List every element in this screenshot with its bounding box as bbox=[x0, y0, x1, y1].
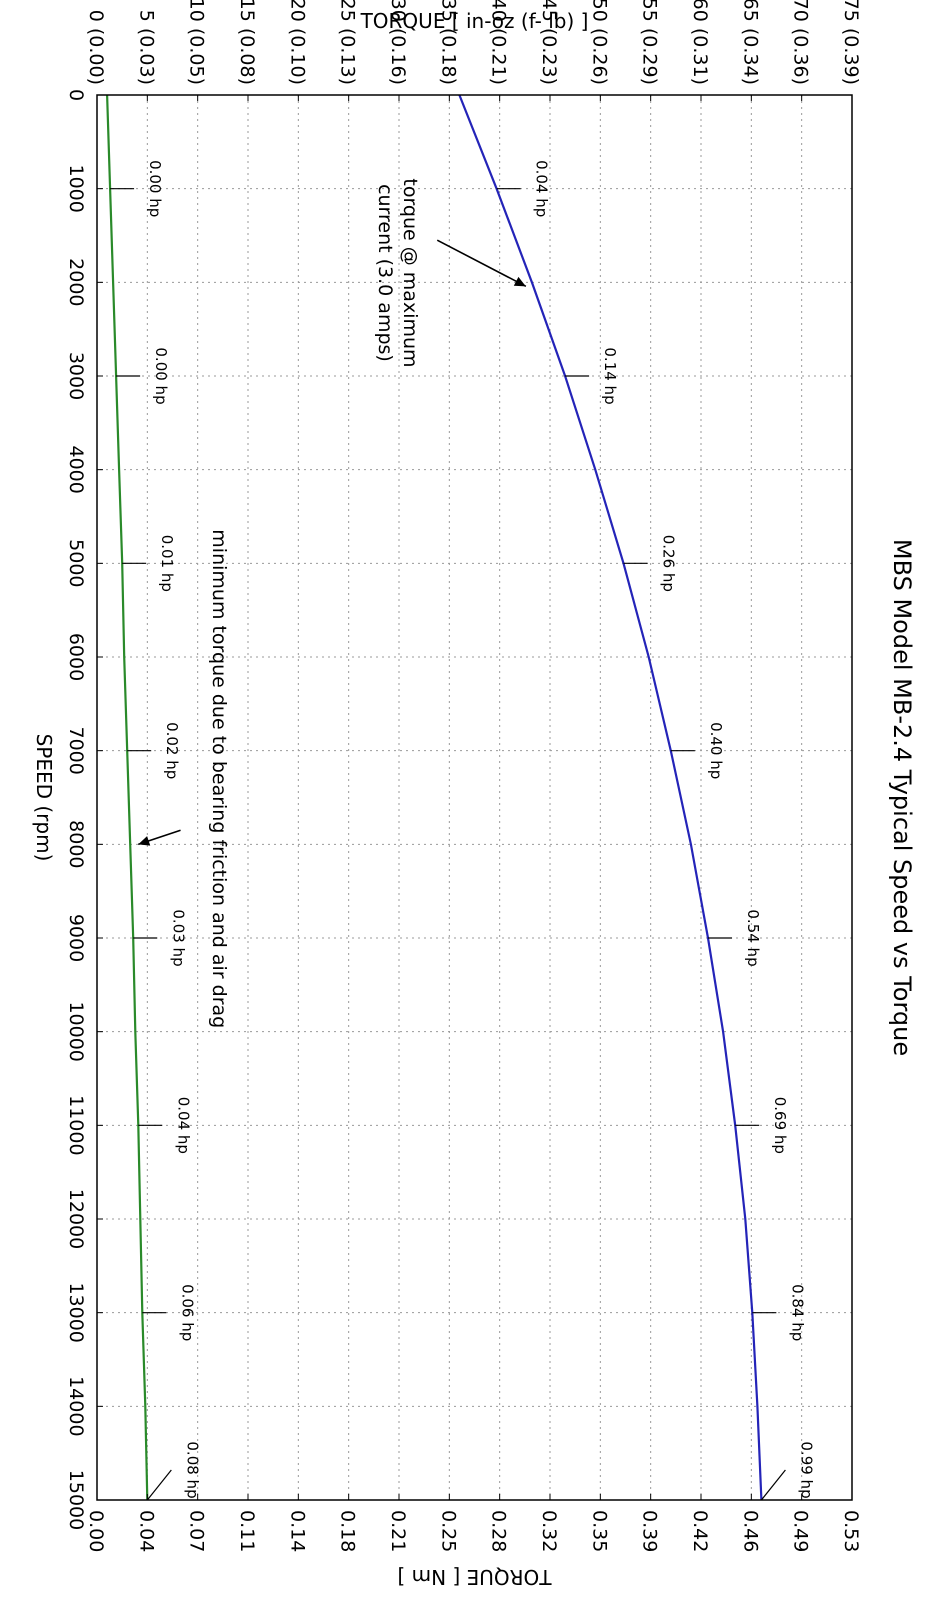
y-tick-label: 10 (0.05) bbox=[186, 0, 208, 85]
y-tick-label: 0 (0.00) bbox=[85, 10, 107, 85]
x-tick-label: 7000 bbox=[65, 726, 87, 774]
y2-tick-label: 0.18 bbox=[337, 1510, 359, 1552]
x-tick-label: 15000 bbox=[65, 1470, 87, 1530]
x-tick-label: 5000 bbox=[65, 539, 87, 587]
y2-axis-label: TORQUE [ Nm ] bbox=[398, 1565, 553, 1589]
hp-label: 0.84 hp bbox=[788, 1284, 806, 1341]
annotation-min-torque: minimum torque due to bearing friction a… bbox=[208, 529, 230, 1028]
plot-frame bbox=[96, 94, 853, 1501]
y2-tick-label: 0.00 bbox=[85, 1510, 107, 1552]
y-tick-label: 5 (0.03) bbox=[135, 10, 157, 85]
hp-label: 0.99 hp bbox=[797, 1441, 815, 1498]
y-tick-label: 30 (0.16) bbox=[387, 0, 409, 85]
hp-label: 0.14 hp bbox=[601, 347, 619, 404]
y2-tick-label: 0.53 bbox=[840, 1510, 862, 1552]
y2-tick-label: 0.25 bbox=[437, 1510, 459, 1552]
y2-tick-label: 0.14 bbox=[286, 1510, 308, 1552]
annotation-max-current: torque @ maximum bbox=[399, 178, 421, 367]
x-tick-label: 10000 bbox=[65, 1001, 87, 1061]
hp-label: 0.04 hp bbox=[533, 160, 551, 217]
x-tick-label: 11000 bbox=[65, 1095, 87, 1155]
y2-tick-label: 0.11 bbox=[236, 1510, 258, 1552]
hp-label: 0.04 hp bbox=[174, 1097, 192, 1154]
y-tick-label: 70 (0.36) bbox=[790, 0, 812, 85]
annotation-arrow-max-current bbox=[436, 239, 527, 288]
y2-tick-label: 0.46 bbox=[739, 1510, 761, 1552]
y-axis-label: TORQUE [ in-oz (f- lb) ] bbox=[360, 9, 589, 33]
x-tick-label: 12000 bbox=[65, 1189, 87, 1249]
x-tick-label: 1000 bbox=[65, 164, 87, 212]
y-tick-label: 45 (0.23) bbox=[538, 0, 560, 85]
hp-label: 0.02 hp bbox=[163, 722, 181, 779]
hp-label: 0.69 hp bbox=[771, 1097, 789, 1154]
y-tick-label: 15 (0.08) bbox=[236, 0, 258, 85]
y2-tick-label: 0.28 bbox=[488, 1510, 510, 1552]
x-tick-label: 8000 bbox=[65, 820, 87, 868]
x-tick-label: 0 bbox=[65, 89, 87, 101]
hp-label: 0.06 hp bbox=[178, 1284, 196, 1341]
y2-tick-label: 0.35 bbox=[588, 1510, 610, 1552]
x-tick-label: 3000 bbox=[65, 352, 87, 400]
y-tick-label: 60 (0.31) bbox=[689, 0, 711, 85]
hp-leader bbox=[760, 1469, 786, 1501]
y-tick-label: 25 (0.13) bbox=[337, 0, 359, 85]
y-tick-label: 35 (0.18) bbox=[437, 0, 459, 85]
x-tick-label: 2000 bbox=[65, 258, 87, 306]
hp-label: 0.03 hp bbox=[169, 909, 187, 966]
y-tick-label: 55 (0.29) bbox=[639, 0, 661, 85]
y-tick-label: 50 (0.26) bbox=[588, 0, 610, 85]
y-tick-label: 65 (0.34) bbox=[739, 0, 761, 85]
y-tick-label: 75 (0.39) bbox=[840, 0, 862, 85]
x-tick-label: 4000 bbox=[65, 445, 87, 493]
y2-tick-label: 0.42 bbox=[689, 1510, 711, 1552]
y-tick-label: 20 (0.10) bbox=[286, 0, 308, 85]
annotation-arrow-max-current-head bbox=[513, 276, 526, 287]
hp-label: 0.00 hp bbox=[146, 160, 164, 217]
x-axis-label: SPEED (rpm) bbox=[32, 734, 56, 862]
x-tick-label: 9000 bbox=[65, 914, 87, 962]
y2-tick-label: 0.49 bbox=[790, 1510, 812, 1552]
x-tick-label: 14000 bbox=[65, 1376, 87, 1436]
hp-label: 0.08 hp bbox=[183, 1441, 201, 1498]
hp-leader bbox=[146, 1469, 172, 1501]
y2-tick-label: 0.07 bbox=[186, 1510, 208, 1552]
annotation-max-current: current (3.0 amps) bbox=[374, 184, 396, 362]
hp-label: 0.00 hp bbox=[152, 347, 170, 404]
series-line-1 bbox=[106, 94, 149, 1501]
hp-label: 0.54 hp bbox=[744, 909, 762, 966]
hp-label: 0.40 hp bbox=[707, 722, 725, 779]
y-tick-label: 40 (0.21) bbox=[488, 0, 510, 85]
hp-label: 0.26 hp bbox=[659, 535, 677, 592]
hp-label: 0.01 hp bbox=[158, 535, 176, 592]
x-tick-label: 13000 bbox=[65, 1282, 87, 1342]
y2-tick-label: 0.32 bbox=[538, 1510, 560, 1552]
series-line-0 bbox=[458, 94, 763, 1501]
y2-tick-label: 0.04 bbox=[135, 1510, 157, 1552]
chart-title: MBS Model MB-2.4 Typical Speed vs Torque bbox=[888, 539, 916, 1056]
y2-tick-label: 0.39 bbox=[639, 1510, 661, 1552]
y2-tick-label: 0.21 bbox=[387, 1510, 409, 1552]
x-tick-label: 6000 bbox=[65, 633, 87, 681]
annotation-arrow-min-torque-head bbox=[138, 836, 151, 846]
